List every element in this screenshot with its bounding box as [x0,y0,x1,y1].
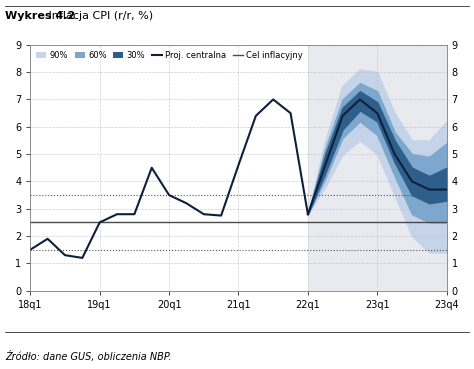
Text: Inflacja CPI (r/r, %): Inflacja CPI (r/r, %) [45,11,153,21]
Bar [308,45,447,291]
Text: Źródło: dane GUS, obliczenia NBP.: Źródło: dane GUS, obliczenia NBP. [5,351,171,362]
Legend: 90%, 60%, 30%, Proj. centralna, Cel inflacyjny: 90%, 60%, 30%, Proj. centralna, Cel infl… [35,49,305,61]
Text: Wykres 4.2: Wykres 4.2 [5,11,75,21]
